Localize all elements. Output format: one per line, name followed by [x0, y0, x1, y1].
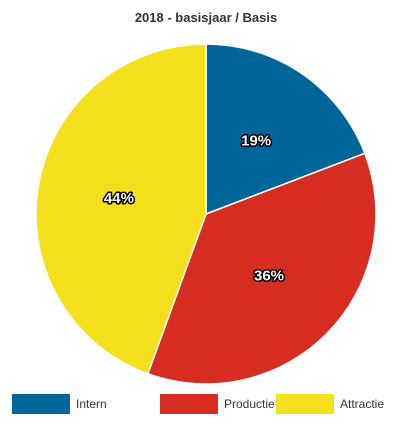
pie-slice-attractie[interactable] — [35, 43, 207, 375]
slice-label-intern: 19% — [241, 133, 271, 150]
pie-slice-labels: 19% 36% 44% — [102, 131, 285, 286]
slice-label-attractie: 44% — [104, 190, 134, 207]
legend-swatch-intern[interactable] — [12, 394, 70, 414]
legend-label-productie[interactable]: Productie — [224, 397, 275, 411]
pie-slice-intern[interactable] — [205, 43, 366, 216]
slice-label-productie: 36% — [254, 268, 284, 285]
chart-legend: Intern Productie Attractie — [12, 394, 384, 414]
legend-swatch-productie[interactable] — [160, 394, 218, 414]
pie-slices — [35, 43, 377, 385]
legend-swatch-attractie[interactable] — [276, 394, 334, 414]
legend-label-intern[interactable]: Intern — [76, 397, 107, 411]
legend-label-attractie[interactable]: Attractie — [340, 397, 384, 411]
chart-title: 2018 - basisjaar / Basis — [135, 10, 277, 25]
pie-slice-productie[interactable] — [146, 152, 377, 385]
